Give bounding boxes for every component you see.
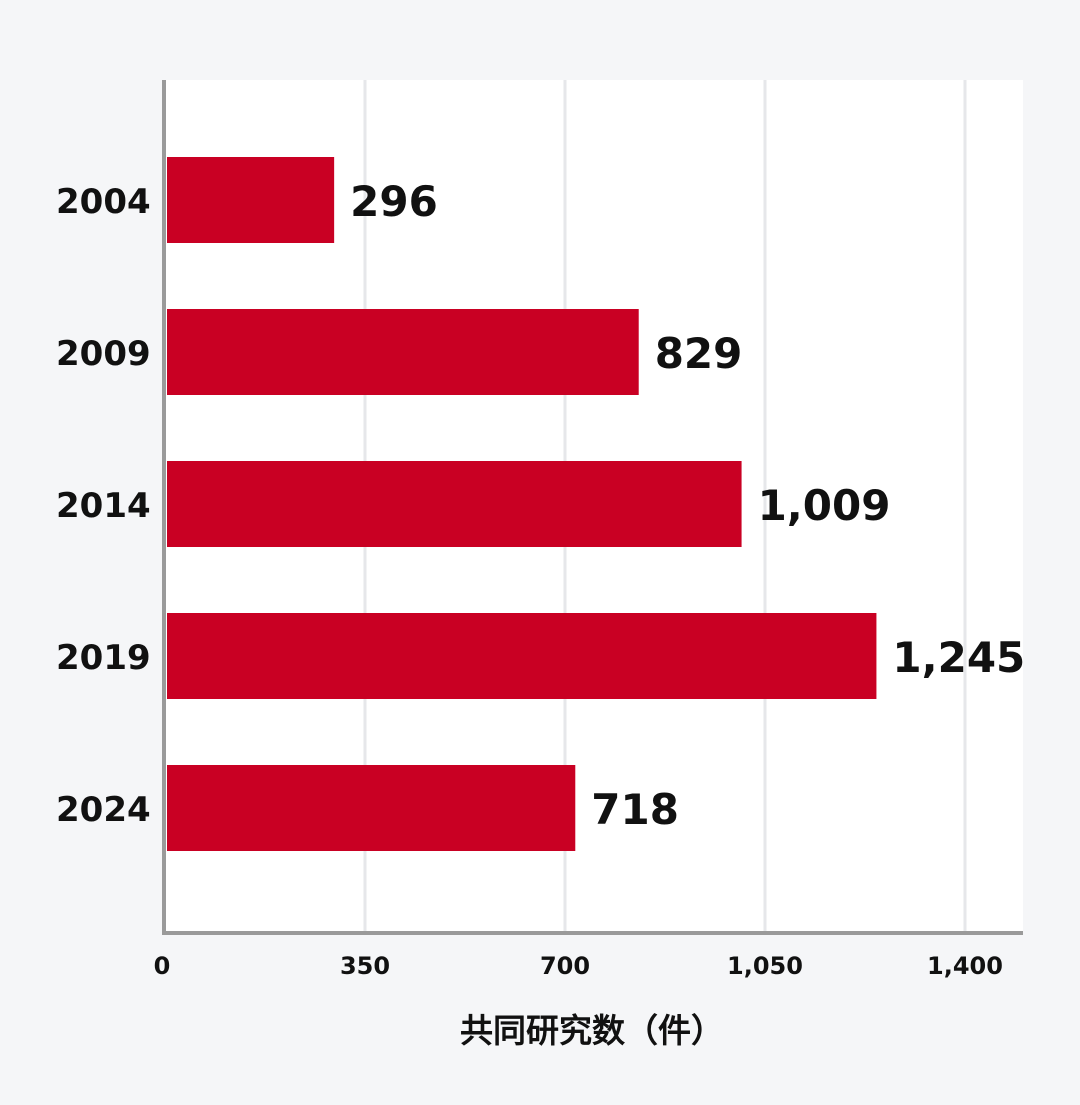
bar bbox=[167, 309, 639, 395]
x-tick-label: 700 bbox=[540, 952, 590, 980]
bar bbox=[167, 613, 877, 699]
x-tick-label: 1,400 bbox=[927, 952, 1003, 980]
x-tick-label: 0 bbox=[154, 952, 171, 980]
data-label: 1,245 bbox=[892, 633, 1025, 682]
y-tick-label: 2014 bbox=[56, 486, 151, 526]
bars bbox=[167, 157, 877, 851]
axes bbox=[162, 80, 1023, 935]
data-label: 296 bbox=[350, 177, 438, 226]
bar bbox=[167, 765, 576, 851]
data-label: 718 bbox=[591, 785, 679, 834]
bar bbox=[167, 461, 742, 547]
x-axis-title: 共同研究数（件） bbox=[460, 1011, 724, 1050]
y-tick-label: 2019 bbox=[56, 638, 151, 678]
y-tick-label: 2024 bbox=[56, 790, 151, 830]
data-label: 829 bbox=[655, 329, 743, 378]
labels: 0 350 700 1,050 1,400 2004 296 2009 829 2014 1,009… bbox=[56, 177, 1025, 980]
data-label: 1,009 bbox=[758, 481, 891, 530]
x-tick-label: 350 bbox=[340, 952, 390, 980]
x-tick-label: 1,050 bbox=[727, 952, 803, 980]
y-tick-label: 2004 bbox=[56, 182, 151, 222]
y-tick-label: 2009 bbox=[56, 334, 151, 374]
bar bbox=[167, 157, 335, 243]
